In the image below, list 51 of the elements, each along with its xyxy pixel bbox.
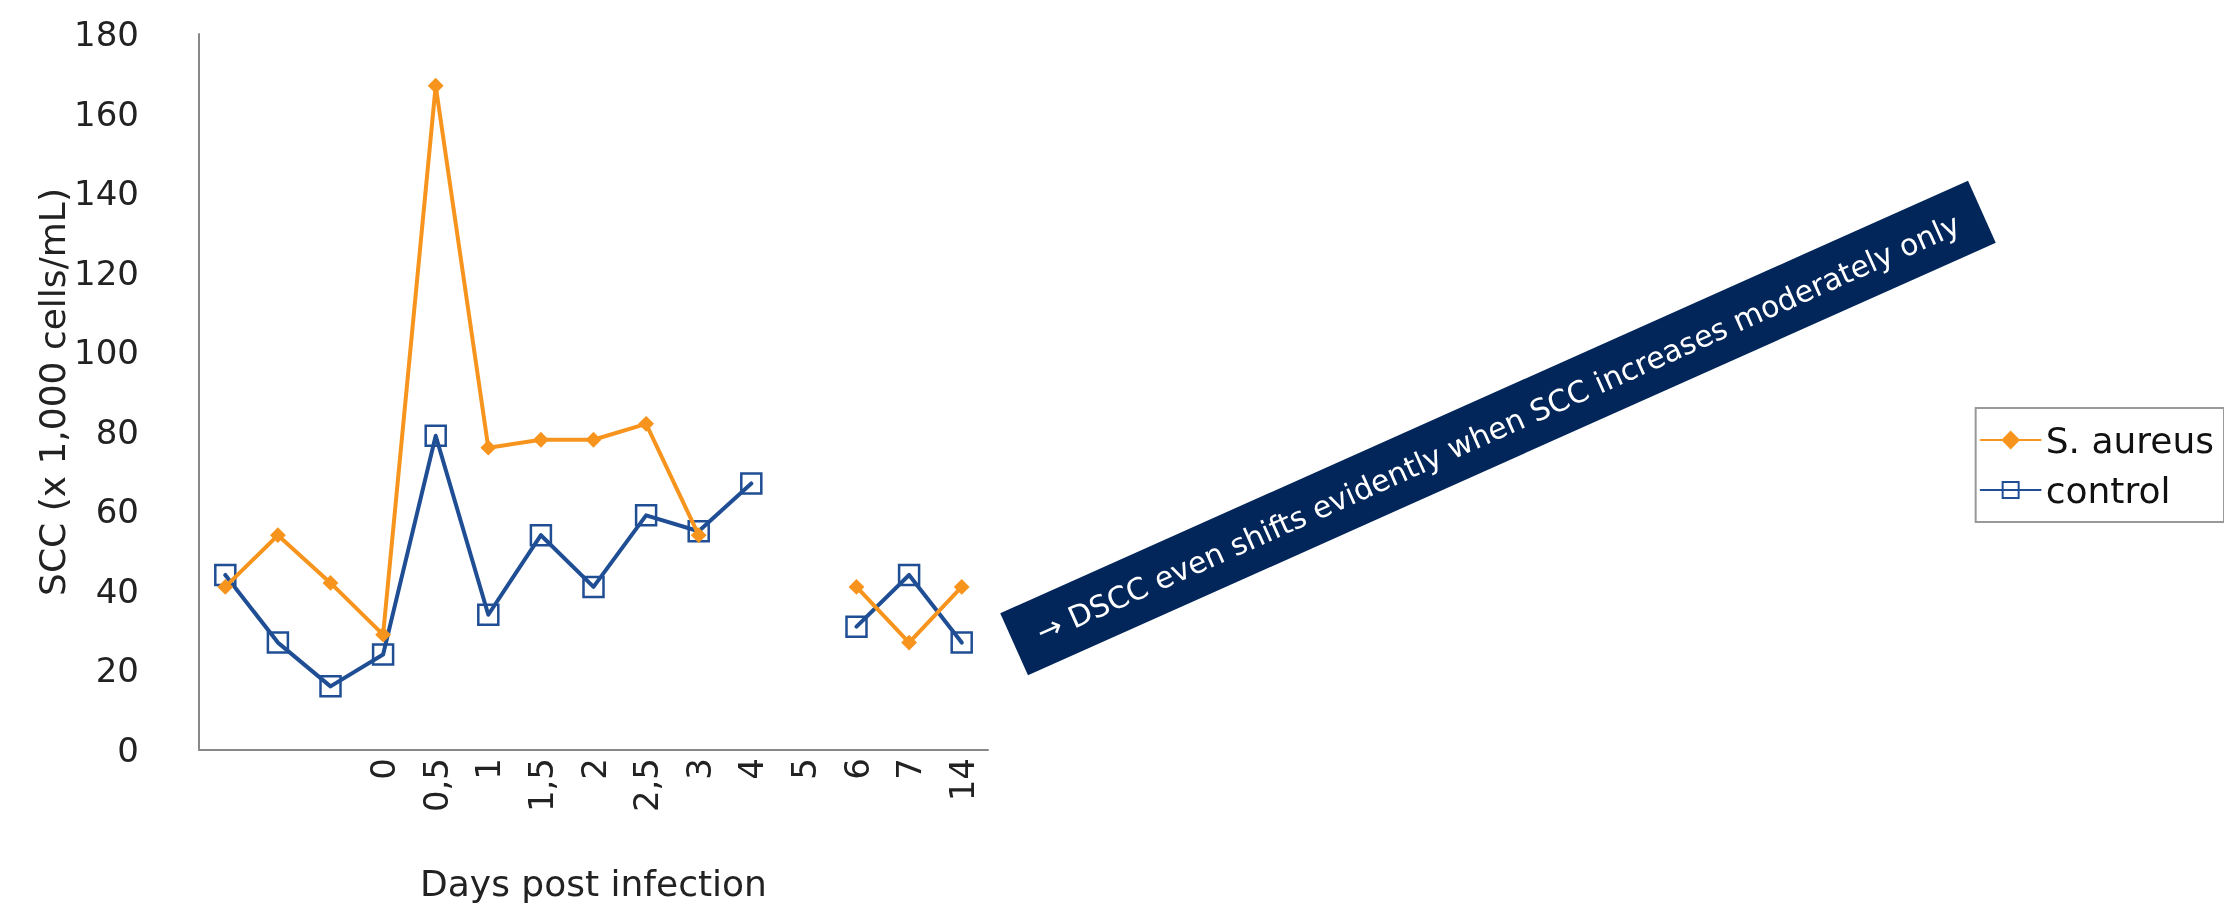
point <box>687 519 710 543</box>
point <box>897 563 921 587</box>
x-tick-label: 5 <box>783 758 824 780</box>
point <box>533 432 549 448</box>
y-tick-label: 20 <box>95 650 139 691</box>
y-axis-title: SCC (x 1,000 cells/mL) <box>31 188 73 596</box>
x-tick-label: 4 <box>731 758 772 780</box>
y-tick-label: 140 <box>74 173 139 214</box>
point <box>586 432 601 448</box>
point <box>849 579 864 595</box>
point <box>477 603 500 627</box>
y-tick-label: 80 <box>95 411 139 452</box>
x-tick-label: 0 <box>363 758 404 780</box>
point <box>901 635 917 651</box>
x-axis-title: Days post infection <box>420 862 767 904</box>
x-tick-label: 2,5 <box>626 758 667 813</box>
x-tick-label: 1 <box>468 758 509 780</box>
point <box>480 440 496 456</box>
point <box>424 424 447 448</box>
point <box>214 563 237 587</box>
point <box>266 631 290 654</box>
x-tick-label: 2 <box>573 758 614 780</box>
point <box>529 523 553 547</box>
point <box>740 472 763 495</box>
y-tick-label: 120 <box>74 252 139 293</box>
y-tick-label: 40 <box>95 570 139 611</box>
y-tick-label: 160 <box>74 93 139 134</box>
y-tick-label: 180 <box>74 14 139 54</box>
legend-label: S. aureus <box>2045 419 2215 461</box>
x-tick-label: 1,5 <box>520 758 561 813</box>
point <box>375 627 391 643</box>
x-tick-label: 3 <box>678 758 719 780</box>
point <box>428 78 444 94</box>
y-tick-label: 60 <box>95 491 139 532</box>
point <box>270 527 286 543</box>
point <box>954 579 970 595</box>
x-tick-label: 14 <box>941 758 982 802</box>
y-tick-label: 100 <box>74 332 139 373</box>
point <box>582 575 605 599</box>
point <box>371 643 395 666</box>
point <box>217 579 233 595</box>
point <box>950 631 973 654</box>
legend-label: control <box>2045 469 2171 511</box>
x-tick-label: 0,5 <box>415 758 456 813</box>
point <box>845 615 868 638</box>
point <box>319 675 342 698</box>
point <box>638 416 654 432</box>
point <box>634 504 658 527</box>
point <box>323 575 338 591</box>
x-tick-label: 6 <box>836 758 877 780</box>
x-tick-label: 7 <box>889 758 930 780</box>
